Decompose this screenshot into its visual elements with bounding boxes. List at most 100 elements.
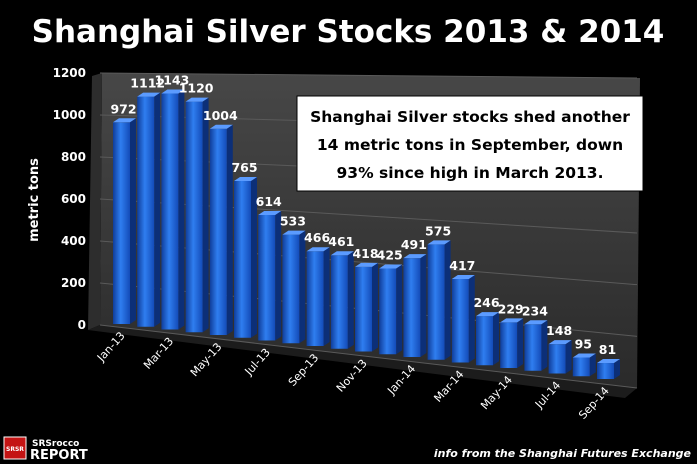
bar [476,312,499,366]
bar [258,211,282,341]
bar-front [597,363,614,379]
bar-front [258,215,276,341]
bar [282,230,306,344]
bar [113,118,136,324]
bar-front [572,357,590,377]
bar-top [548,340,572,345]
bar-top [403,254,427,259]
bar-front [548,344,566,374]
bar-side [347,251,354,349]
bar-front [185,101,203,333]
bar-side [130,118,136,324]
y-tick-label: 1200 [53,66,86,80]
bar-side [565,340,572,374]
plot-side-wall [88,73,102,330]
data-label: 614 [256,194,282,209]
logo-top-text: SRSrocco [32,439,79,449]
bar-top [330,251,354,256]
data-label: 148 [546,323,572,338]
bar-side [420,254,427,357]
bar-front [234,180,251,338]
bar-top [185,97,209,102]
logo-badge [3,436,27,460]
y-tick-label: 800 [61,150,86,164]
srsrocco-logo: SRSR SRSrocco REPORT [3,436,88,463]
bar-front [137,96,155,327]
bar-top [113,118,136,123]
x-tick-label: Jan-13 [94,329,128,364]
bar [548,340,572,374]
annotation-box [296,95,644,192]
bar-top [572,353,596,358]
bar-top [355,262,378,267]
bar-front [427,244,445,360]
y-tick-label: 1000 [53,108,86,122]
bar-side [178,89,185,330]
bar-top [234,176,257,181]
data-label: 466 [304,230,330,245]
bar [234,176,257,338]
bar-top [306,247,330,252]
data-label: 765 [231,160,257,175]
bar-top [524,320,548,325]
bar [572,353,596,377]
bar-front [524,324,542,371]
y-tick-label: 600 [61,192,86,206]
bar-front [306,251,324,346]
data-label: 491 [401,237,427,252]
data-label: 229 [498,301,524,316]
bar [427,240,451,360]
data-label: 972 [110,101,136,116]
data-label: 95 [575,336,592,351]
source-note: info from the Shanghai Futures Exchange [434,447,692,460]
bar-side [517,318,524,368]
bar-top [427,240,451,245]
plot-floor [88,325,637,398]
data-label: 81 [599,342,616,357]
bar-side [589,353,596,377]
bar-top [161,89,185,94]
gridline [99,72,638,79]
bar [451,275,475,363]
bar [403,254,427,357]
bar-front [403,258,421,357]
x-tick-label: Mar-13 [141,335,176,372]
data-label: 246 [473,295,499,310]
bar [137,92,161,327]
y-ticks: 0 200 400 600 800 1000 1200 [53,66,86,332]
bar-top [379,264,403,269]
bar [209,124,233,336]
bar [524,320,548,371]
bar [500,318,524,368]
bar-front [451,279,469,363]
annotation-line-1: Shanghai Silver stocks shed another [310,108,630,126]
data-label: 461 [328,234,354,249]
bar-front [209,128,227,335]
y-tick-label: 200 [61,276,86,290]
data-label: 575 [425,223,451,238]
logo-badge-text: SRSR [6,446,24,453]
bar-side [493,312,499,366]
bar-front [113,122,130,324]
bar-top [451,275,475,280]
bar-top [209,124,233,129]
bar-front [355,266,372,352]
bar-side [251,176,257,338]
bar-top [137,92,161,97]
data-label: 234 [522,303,548,318]
data-label: 1004 [203,108,238,123]
data-label: 417 [449,258,475,273]
bar-side [323,247,330,346]
annotation-line-2: 14 metric tons in September, down [317,136,623,154]
data-label: 425 [377,247,403,262]
bar [355,262,378,352]
bar-front [330,255,348,349]
chart-title: Shanghai Silver Stocks 2013 & 2014 [32,14,665,50]
bar-side [299,230,306,344]
bars [113,89,620,379]
bar-side [372,262,378,352]
x-tick-label: May-13 [188,340,225,379]
data-label: 1120 [179,81,214,96]
